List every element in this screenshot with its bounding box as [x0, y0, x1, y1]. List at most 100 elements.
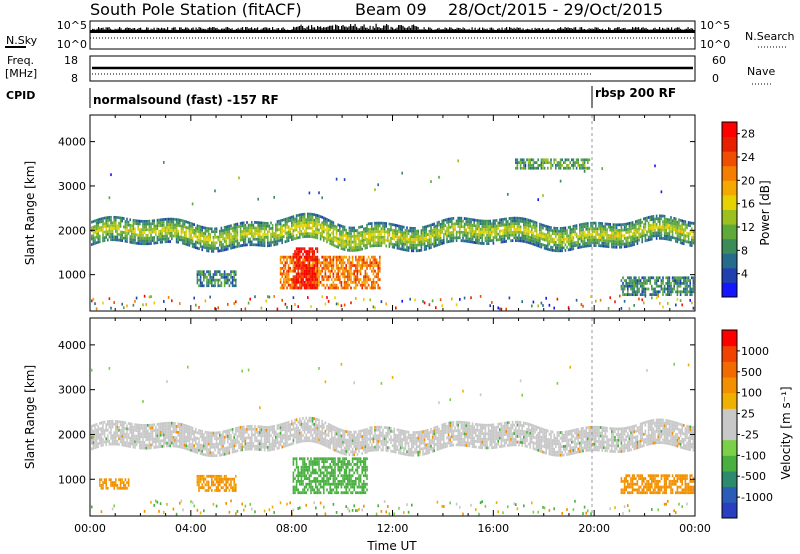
- range-gate-cell: [207, 227, 210, 230]
- range-gate-cell: [211, 278, 213, 282]
- range-gate-cell: [158, 221, 160, 225]
- range-gate-cell: [94, 239, 96, 242]
- range-gate-cell: [318, 280, 320, 284]
- range-gate-cell: [591, 224, 594, 228]
- range-gate-cell: [177, 218, 179, 222]
- range-gate-cell: [103, 420, 106, 424]
- range-gate-cell: [636, 281, 639, 285]
- range-gate-cell: [692, 238, 695, 242]
- range-gate-cell: [159, 218, 162, 222]
- range-gate-cell: [686, 279, 688, 282]
- range-gate-cell: [313, 286, 315, 290]
- range-gate-cell: [126, 433, 128, 436]
- range-gate-cell: [627, 281, 629, 285]
- range-gate-cell: [193, 228, 195, 232]
- range-gate-cell: [542, 235, 544, 238]
- nsky-spike: [633, 28, 635, 30]
- range-gate-cell: [468, 220, 471, 224]
- range-gate-cell: [263, 241, 266, 245]
- range-gate-cell: [121, 429, 123, 433]
- range-gate-cell: [172, 217, 175, 221]
- range-gate-cell: [92, 225, 95, 229]
- range-gate-cell: [151, 227, 154, 231]
- range-gate-cell: [471, 237, 474, 241]
- range-gate-cell: [315, 272, 317, 276]
- range-gate-cell: [94, 423, 96, 427]
- range-gate-cell: [220, 284, 223, 288]
- range-gate-cell: [687, 235, 690, 238]
- range-gate-cell: [491, 301, 493, 304]
- range-gate-cell: [107, 423, 109, 426]
- range-gate-cell: [622, 284, 624, 288]
- range-gate-cell: [116, 486, 119, 490]
- range-gate-cell: [294, 303, 296, 306]
- range-gate-cell: [534, 234, 536, 238]
- nsky-series-line: [90, 30, 695, 33]
- range-gate-cell: [321, 269, 323, 273]
- range-gate-cell: [139, 228, 141, 231]
- range-gate-cell: [343, 245, 346, 249]
- range-gate-cell: [635, 237, 637, 240]
- range-gate-cell: [150, 423, 152, 427]
- range-gate-cell: [292, 218, 295, 221]
- range-gate-cell: [639, 218, 642, 222]
- nsky-spike: [522, 28, 524, 30]
- range-gate-cell: [203, 275, 205, 279]
- nsky-spike: [620, 28, 622, 30]
- range-gate-cell: [148, 446, 151, 450]
- range-gate-cell: [471, 223, 474, 227]
- range-gate-cell: [345, 280, 347, 284]
- range-gate-cell: [201, 270, 203, 274]
- range-gate-cell: [119, 420, 122, 424]
- range-gate-cell: [577, 161, 579, 165]
- range-gate-cell: [119, 423, 122, 427]
- range-gate-cell: [214, 278, 216, 282]
- range-gate-cell: [219, 232, 221, 236]
- nsky-spike: [336, 25, 338, 30]
- range-gate-cell: [305, 278, 307, 281]
- range-gate-cell: [140, 239, 143, 243]
- range-gate-cell: [540, 301, 543, 305]
- range-gate-cell: [259, 229, 261, 233]
- nsky-spike: [525, 29, 527, 30]
- range-gate-cell: [555, 164, 557, 167]
- range-gate-cell: [281, 275, 283, 279]
- range-gate-cell: [150, 233, 152, 237]
- range-gate-cell: [375, 275, 378, 279]
- range-gate-cell: [505, 239, 507, 243]
- range-gate-cell: [649, 279, 651, 282]
- range-gate-cell: [558, 241, 560, 244]
- nsky-spike: [248, 28, 250, 30]
- range-gate-cell: [503, 217, 506, 221]
- range-gate-cell: [364, 275, 367, 279]
- range-gate-cell: [415, 243, 418, 247]
- range-gate-cell: [199, 228, 202, 232]
- range-gate-cell: [230, 275, 232, 279]
- range-gate-cell: [377, 264, 379, 267]
- range-gate-cell: [142, 219, 144, 223]
- range-gate-cell: [414, 227, 416, 230]
- range-gate-cell: [323, 266, 325, 270]
- range-gate-cell: [271, 232, 274, 236]
- range-gate-cell: [631, 284, 634, 288]
- range-gate-cell: [292, 255, 295, 259]
- nsky-spike: [251, 27, 253, 30]
- range-gate-cell: [553, 249, 555, 252]
- range-gate-cell: [457, 236, 459, 240]
- range-gate-cell: [124, 231, 127, 235]
- range-gate-cell: [611, 237, 613, 240]
- range-gate-cell: [463, 296, 466, 300]
- range-gate-cell: [147, 438, 149, 441]
- range-gate-cell: [414, 243, 416, 247]
- range-gate-cell: [252, 237, 255, 241]
- range-gate-cell: [345, 264, 347, 267]
- range-gate-cell: [305, 221, 307, 224]
- range-gate-cell: [499, 238, 501, 241]
- range-gate-cell: [111, 436, 114, 440]
- range-gate-cell: [108, 422, 111, 426]
- range-gate-cell: [233, 302, 235, 305]
- range-gate-cell: [470, 223, 472, 227]
- range-gate-cell: [675, 303, 677, 307]
- range-gate-cell: [111, 439, 114, 443]
- range-gate-cell: [411, 240, 413, 244]
